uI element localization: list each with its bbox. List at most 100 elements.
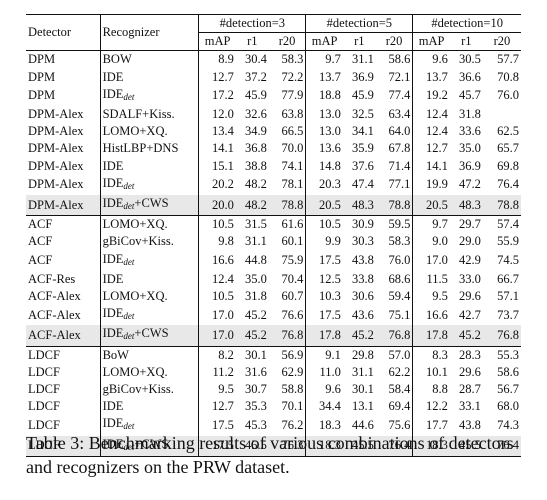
value-cell: 9.7 <box>325 52 341 67</box>
value-cell: 31.1 <box>351 364 374 379</box>
value-cell: 33.1 <box>458 399 481 414</box>
value-cell: 28.3 <box>449 345 483 364</box>
value-cell: 55.3 <box>482 345 521 364</box>
value-cell: 76.4 <box>482 435 521 457</box>
recognizer-cell: IDE <box>100 157 200 175</box>
table-container: Detector Recognizer #detection=3 #detect… <box>26 14 521 457</box>
benchmark-table: Detector Recognizer #detection=3 #detect… <box>26 14 521 457</box>
value-cell: 17.8 <box>305 325 343 347</box>
detector-cell: DPM <box>26 50 101 69</box>
value-cell: 45.9 <box>351 88 374 103</box>
value-cell: 74.5 <box>497 253 519 268</box>
recognizer-cell: BoW <box>100 345 200 364</box>
detector-cell: LDCF <box>26 435 101 457</box>
value-cell: 17.0 <box>426 253 448 268</box>
value-cell: 42.9 <box>458 253 481 268</box>
recognizer-name: IDE <box>102 69 124 84</box>
value-cell: 77.1 <box>375 174 414 196</box>
value-cell: 76.0 <box>497 88 519 103</box>
value-cell: 58.4 <box>375 381 414 399</box>
table-row: DPM-Alex IDEdet 20.2 48.2 78.1 20.3 47.4 77.1 19… <box>26 174 521 196</box>
recognizer-cell: SDALF+Kiss. <box>100 106 200 124</box>
detector-cell: ACF-Res <box>26 270 101 289</box>
value-cell: 58.3 <box>268 50 307 69</box>
table-row: ACF-Res IDE 12.4 35.0 70.4 12.5 33.8 68.6 11.5 33… <box>26 270 521 289</box>
value-cell: 11.0 <box>319 364 341 379</box>
value-cell: 8.2 <box>198 345 236 364</box>
value-cell: 8.3 <box>412 345 450 364</box>
value-cell: 78.8 <box>375 195 414 216</box>
value-cell: 33.0 <box>458 271 481 286</box>
table-caption: Table 3: Benchmarking results of various… <box>26 433 514 477</box>
detector-cell: LDCF <box>26 363 101 382</box>
value-cell: 35.0 <box>458 141 481 156</box>
detector-cell: DPM <box>26 85 101 107</box>
recognizer-cell: IDEdet <box>100 305 200 326</box>
value-cell: 78.8 <box>482 195 521 216</box>
value-cell: 44.8 <box>244 253 267 268</box>
value-cell <box>483 106 521 123</box>
value-cell: 45.2 <box>449 325 483 347</box>
value-cell: 17.7 <box>426 417 448 432</box>
value-cell: 13.1 <box>351 399 374 414</box>
table-row: LDCF LOMO+XQ. 11.2 31.6 62.9 11.0 31.1 62.2 10.1… <box>26 363 521 382</box>
value-cell: 18.3 <box>412 435 450 457</box>
value-cell: 68.6 <box>375 270 414 289</box>
value-cell: 31.1 <box>244 234 267 249</box>
recognizer-name: IDE <box>102 271 124 286</box>
header-r1: r1 <box>342 32 376 52</box>
value-cell: 36.8 <box>244 141 267 156</box>
table-body: DPM BOW 8.9 30.4 58.3 9.7 31.1 58.6 9.6 30.5 57.7 D… <box>26 50 521 457</box>
recognizer-cell: HistLBP+DNS <box>100 140 200 158</box>
header-r20: r20 <box>482 32 521 52</box>
value-cell: 58.8 <box>268 381 307 399</box>
value-cell: 43.8 <box>351 253 374 268</box>
detector-cell: DPM-Alex <box>26 123 101 141</box>
value-cell: 60.7 <box>268 288 307 306</box>
value-cell: 14.1 <box>212 141 234 156</box>
recognizer-name: gBiCov+Kiss. <box>102 234 174 249</box>
value-cell: 75.9 <box>268 250 307 271</box>
value-cell: 10.1 <box>426 364 448 379</box>
value-cell: 18.3 <box>305 435 343 457</box>
value-cell: 31.5 <box>235 215 269 234</box>
recognizer-name: HistLBP+DNS <box>102 141 179 156</box>
table-row: ACF-Alex IDEdet 17.0 45.2 76.6 17.5 43.6 75.1 16… <box>26 305 521 326</box>
recognizer-cell: IDEdet <box>100 250 200 271</box>
header-map: mAP <box>305 32 343 52</box>
value-cell: 76.6 <box>268 305 307 326</box>
recognizer-name: IDE <box>102 175 124 190</box>
value-cell: 28.7 <box>458 382 481 397</box>
detector-cell: DPM-Alex <box>26 140 101 158</box>
value-cell: 35.0 <box>244 271 267 286</box>
recognizer-suffix: +CWS <box>134 196 169 211</box>
value-cell: 76.8 <box>482 325 521 347</box>
value-cell: 14.8 <box>319 158 341 173</box>
recognizer-name: IDE <box>102 326 124 341</box>
table-row: DPM-Alex IDEdet+CWS 20.0 48.2 78.8 20.5 48.3 78… <box>26 195 521 216</box>
value-cell: 12.0 <box>212 107 234 122</box>
value-cell: 20.5 <box>412 195 450 216</box>
recognizer-subscript: det <box>123 256 135 267</box>
value-cell: 12.7 <box>212 399 234 414</box>
value-cell: 13.6 <box>319 141 341 156</box>
header-recognizer: Recognizer <box>100 14 200 52</box>
value-cell: 57.1 <box>497 289 519 304</box>
recognizer-name: IDE <box>102 399 124 414</box>
value-cell: 16.6 <box>426 307 448 322</box>
value-cell: 30.9 <box>342 215 376 234</box>
value-cell: 62.5 <box>497 124 519 139</box>
value-cell: 38.8 <box>244 158 267 173</box>
recognizer-cell: IDEdet <box>100 174 200 196</box>
recognizer-cell: BOW <box>100 50 200 69</box>
value-cell: 20.0 <box>198 195 236 216</box>
value-cell: 9.5 <box>432 289 448 304</box>
value-cell: 30.1 <box>235 345 269 364</box>
recognizer-subscript: det <box>123 180 135 191</box>
value-cell: 63.8 <box>268 106 307 124</box>
recognizer-name: BoW <box>102 347 129 362</box>
value-cell: 13.7 <box>426 69 448 84</box>
recognizer-cell: gBiCov+Kiss. <box>100 233 200 251</box>
value-cell: 45.5 <box>235 435 269 457</box>
value-cell: 12.5 <box>319 271 341 286</box>
